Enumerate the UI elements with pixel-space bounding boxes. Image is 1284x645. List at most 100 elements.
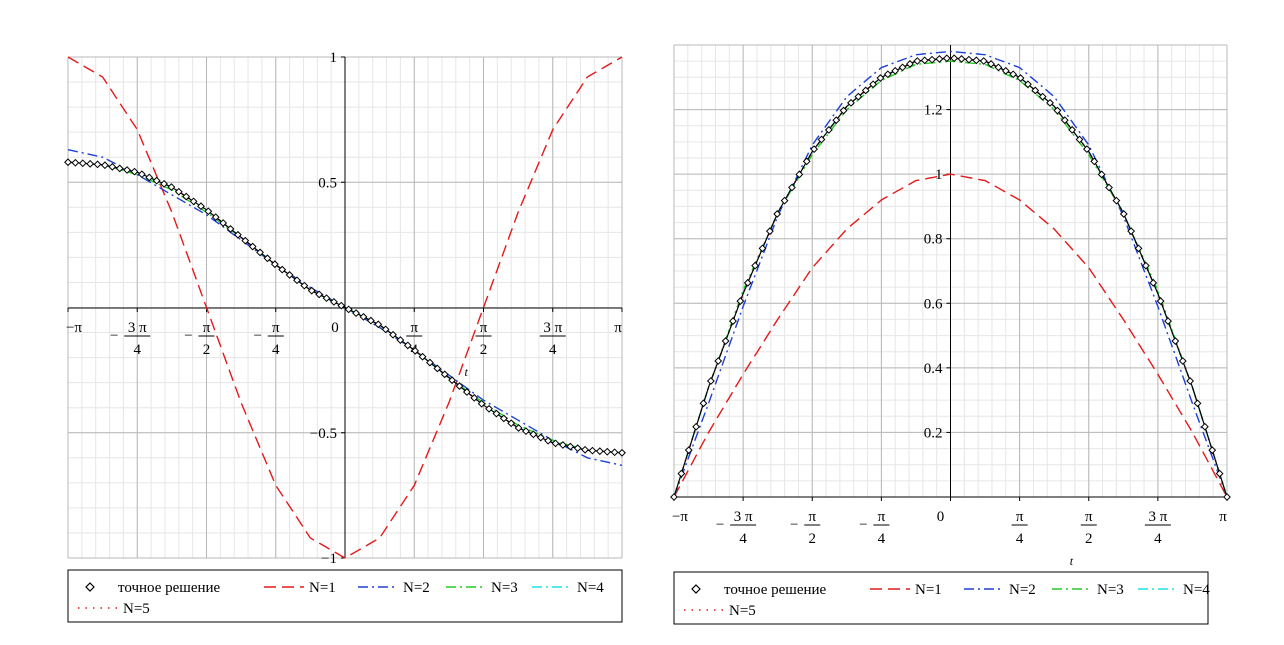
- tick-label-numerator: π: [1085, 509, 1093, 525]
- exact-solution-marker: [455, 382, 464, 390]
- exact-solution-marker: [670, 493, 678, 501]
- y-tick-label: −1: [321, 551, 337, 567]
- exact-solution-marker: [817, 135, 826, 144]
- tick-label-numerator: 3 π: [1148, 509, 1167, 525]
- exact-solution-marker: [847, 98, 855, 107]
- exact-solution-marker: [1178, 357, 1187, 365]
- exact-solution-marker: [307, 286, 316, 295]
- series-line-exact: [673, 57, 1228, 498]
- exact-solution-marker: [123, 166, 132, 174]
- exact-solution-marker: [337, 301, 346, 310]
- exact-solution-marker: [898, 63, 907, 72]
- exact-solution-marker: [211, 213, 220, 222]
- exact-solution-marker: [71, 158, 80, 167]
- exact-solution-marker: [861, 86, 870, 95]
- exact-solution-marker: [876, 74, 885, 82]
- exact-solution-marker: [514, 424, 523, 432]
- legend-item-n5: N=5: [684, 603, 756, 619]
- exact-solution-marker: [462, 388, 471, 396]
- legend-swatch-exact: [691, 584, 701, 594]
- exact-solution-marker: [263, 254, 272, 263]
- exact-solution-marker: [1060, 116, 1069, 125]
- legend-left: точное решение N=1 N=2 N=3 N=4 N=5: [67, 569, 623, 623]
- exact-solution-marker: [610, 448, 619, 457]
- exact-solution-marker: [278, 265, 287, 274]
- tick-label: π: [614, 320, 622, 336]
- tick-label: −π: [66, 320, 82, 336]
- tick-label-numerator: π: [808, 509, 816, 525]
- series: [64, 56, 626, 559]
- exact-solution-marker: [1186, 377, 1195, 385]
- exact-solution-marker: [928, 55, 936, 64]
- exact-solution-marker: [1090, 157, 1099, 166]
- series-line-exact: [67, 161, 623, 454]
- legend-item-exact: точное решение: [691, 582, 827, 598]
- exact-solution-marker: [788, 183, 796, 192]
- legend-box: [67, 569, 623, 623]
- legend-box: [673, 571, 1209, 625]
- exact-solution-marker: [1127, 227, 1136, 236]
- exact-solution-marker: [374, 320, 383, 329]
- exact-solution-marker: [810, 145, 819, 154]
- exact-solution-marker: [418, 352, 427, 361]
- exact-solution-marker: [891, 66, 900, 75]
- tick-label-denominator: 2: [480, 342, 488, 358]
- exact-solution-marker: [1105, 183, 1113, 192]
- tick-label: 0: [937, 509, 945, 525]
- exact-solution-marker: [795, 170, 804, 179]
- exact-solution-marker: [566, 442, 575, 451]
- tick-label-denominator: 4: [134, 342, 142, 358]
- legend-label: N=3: [1097, 582, 1124, 598]
- legend-label: N=3: [491, 580, 518, 596]
- exact-solution-marker: [352, 309, 360, 318]
- exact-solution-marker: [987, 60, 995, 68]
- exact-solution-marker: [101, 161, 109, 170]
- tick-label-minus: −: [254, 328, 262, 344]
- exact-solution-marker: [137, 170, 146, 179]
- exact-solution-marker: [322, 294, 331, 303]
- tick-label-numerator: π: [272, 320, 280, 336]
- exact-solution-marker: [957, 55, 966, 63]
- exact-solution-marker: [736, 297, 745, 305]
- exact-solution-marker: [315, 290, 324, 299]
- exact-solution-marker: [706, 377, 715, 385]
- exact-solution-marker: [714, 357, 723, 365]
- tick-label-denominator: 4: [739, 531, 747, 547]
- exact-solution-marker: [389, 330, 397, 339]
- tick-label-denominator: 2: [203, 342, 211, 358]
- tick-label-minus: −: [184, 328, 192, 344]
- tick-label-minus: −: [110, 328, 118, 344]
- exact-solution-marker: [145, 173, 154, 182]
- exact-solution-marker: [1024, 80, 1032, 89]
- exact-solution-marker: [942, 54, 951, 63]
- exact-solution-marker: [536, 433, 545, 442]
- legend-label: N=2: [403, 580, 430, 596]
- tick-label-denominator: 4: [1154, 531, 1162, 547]
- legend-label: точное решение: [724, 582, 827, 598]
- series-markers-exact: [670, 54, 1231, 501]
- exact-solution-marker: [411, 346, 420, 355]
- exact-solution-marker: [366, 316, 375, 325]
- exact-solution-marker: [839, 106, 848, 115]
- tick-label-numerator: 3 π: [128, 320, 147, 336]
- exact-solution-marker: [1208, 446, 1217, 455]
- legend-label: N=2: [1009, 582, 1036, 598]
- exact-solution-marker: [581, 445, 589, 454]
- exact-solution-marker: [729, 317, 737, 325]
- legend-item-n3: N=3: [1052, 582, 1124, 598]
- exact-solution-marker: [174, 187, 183, 196]
- exact-solution-marker: [551, 439, 560, 448]
- exact-solution-marker: [824, 125, 833, 134]
- series: [670, 50, 1231, 501]
- exact-solution-marker: [492, 409, 501, 418]
- legend-swatch-exact: [85, 582, 95, 592]
- exact-solution-marker: [920, 56, 929, 65]
- x-axis-title: t: [465, 365, 469, 379]
- exact-solution-marker: [994, 63, 1003, 72]
- exact-solution-marker: [477, 399, 486, 408]
- legend-item-n3: N=3: [446, 580, 518, 596]
- tick-label-minus: −: [859, 517, 867, 533]
- exact-solution-marker: [1119, 210, 1128, 218]
